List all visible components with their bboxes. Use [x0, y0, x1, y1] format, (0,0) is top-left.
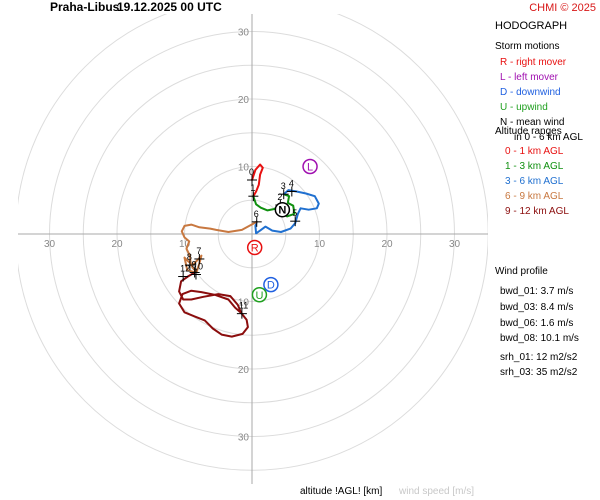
ring-label: 10 [238, 298, 250, 309]
storm-motion-upwind: U - upwind [500, 102, 548, 113]
altitude-range-6-9: 6 - 9 km AGL [505, 191, 564, 202]
station-name: Praha-Libus [50, 0, 120, 14]
hodograph-series [178, 163, 320, 338]
wind-profile-srh01: srh_01: 12 m2/s2 [500, 352, 578, 363]
wind-profile-bwd01: bwd_01: 3.7 m/s [500, 286, 574, 297]
hodograph-segment [180, 220, 258, 274]
ring-label: 30 [238, 433, 250, 444]
storm-marker [251, 287, 268, 303]
ring-label: 20 [381, 239, 393, 250]
altitude-range-1-3: 1 - 3 km AGL [505, 161, 564, 172]
storm-motions-list: R - right mover L - left mover D - downw… [500, 55, 583, 145]
storm-marker-label: D [267, 280, 275, 292]
storm-motion-mean: N - mean wind [500, 117, 565, 128]
wind-profile-srh03: srh_03: 35 m2/s2 [500, 367, 578, 378]
height-label: 9 [192, 259, 197, 269]
storm-markers: R L DU N [246, 158, 318, 303]
height-label: 7 [196, 246, 201, 256]
storm-marker-label: R [251, 243, 259, 255]
storm-marker [246, 239, 263, 256]
ring-label: 10 [238, 163, 250, 174]
storm-marker-label: U [255, 290, 263, 302]
altitude-range-3-6: 3 - 6 km AGL [505, 176, 564, 187]
copyright: CHMI © 2025 [529, 2, 596, 14]
storm-marker-label: N [278, 205, 286, 217]
height-label: 0 [249, 167, 254, 177]
storm-motion-right: R - right mover [500, 57, 567, 68]
valid-time: 19.12.2025 00 UTC [117, 0, 222, 14]
altitude-footer-label: altitude !AGL! [km] [300, 486, 383, 497]
height-label: 4 [289, 178, 294, 188]
hodograph-segment [178, 271, 249, 338]
height-label: 11 [239, 301, 248, 311]
height-label: 10 [193, 262, 203, 272]
storm-motion-left: L - left mover [500, 72, 558, 83]
hodograph-segment [251, 163, 264, 198]
speed-footer-label: wind speed [m/s] [399, 486, 475, 497]
ring-label: 10 [179, 239, 191, 250]
altitude-ranges-title: Altitude ranges [495, 126, 562, 137]
height-label: 3 [281, 181, 286, 191]
height-label: 12 [180, 264, 190, 274]
height-label: 1 [250, 183, 255, 193]
height-label: 8 [187, 252, 192, 262]
panel-title: HODOGRAPH [495, 20, 568, 32]
storm-marker [263, 276, 279, 293]
storm-marker [302, 158, 318, 175]
height-label: 6 [254, 209, 259, 219]
altitude-ranges-list: 0 - 1 km AGL 1 - 3 km AGL 3 - 6 km AGL 6… [505, 144, 569, 219]
storm-marker-label: L [307, 162, 313, 174]
wind-profile-bwd03: bwd_03: 8.4 m/s [500, 302, 574, 313]
ring-label: 10 [314, 239, 326, 250]
ring-label: 30 [238, 28, 250, 39]
altitude-range-9-12: 9 - 12 km AGL [505, 206, 569, 217]
storm-motion-mean-layer: in 0 - 6 km AGL [514, 132, 583, 143]
ring-label: 30 [449, 239, 461, 250]
height-label: 2 [277, 192, 282, 202]
storm-marker [274, 201, 291, 218]
ring-label: 20 [238, 365, 250, 376]
storm-motions-title: Storm motions [495, 41, 560, 52]
ring-label: 20 [238, 95, 250, 106]
hodograph-segment [254, 189, 320, 235]
wind-profile-title: Wind profile [495, 266, 548, 277]
ring-label: 30 [44, 239, 56, 250]
height-label: 5 [292, 208, 297, 218]
altitude-range-0-1: 0 - 1 km AGL [505, 146, 564, 157]
wind-profile-bwd06: bwd_06: 1.6 m/s [500, 318, 574, 329]
storm-motion-downwind: D - downwind [500, 87, 561, 98]
wind-profile-bwd08: bwd_08: 10.1 m/s [500, 333, 579, 344]
ring-label: 20 [111, 239, 123, 250]
